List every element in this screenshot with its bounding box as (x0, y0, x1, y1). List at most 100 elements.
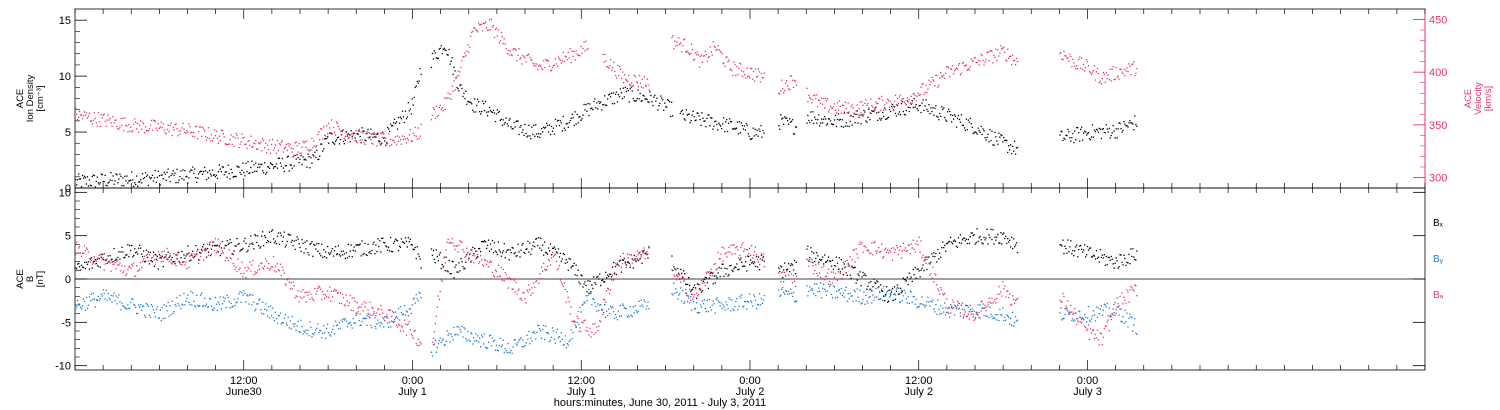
velocity-series-point (358, 128, 360, 130)
velocity-series-point (537, 69, 539, 71)
density-series-point (695, 119, 697, 121)
by-series-point (915, 298, 917, 300)
by-series-point (156, 306, 158, 308)
velocity-series-point (739, 62, 741, 64)
bx-series-point (616, 263, 619, 265)
bx-series-point (1004, 237, 1006, 240)
by-series-point (482, 336, 484, 338)
bz-series-point (388, 309, 390, 311)
bx-series-point (811, 251, 813, 253)
density-series-point (498, 110, 500, 113)
by-series-point (294, 323, 296, 325)
velocity-series-point (377, 132, 379, 134)
velocity-series-point (737, 73, 739, 76)
bx-series-point (1117, 267, 1119, 269)
bx-series-point (743, 265, 745, 267)
density-series-point (337, 136, 340, 138)
by-series-point (498, 344, 500, 347)
bx-series-point (754, 265, 757, 268)
velocity-series-point (671, 36, 673, 39)
density-series-point (947, 111, 949, 113)
bx-series-point (592, 287, 594, 290)
by-series-point (219, 296, 221, 298)
by-series-point (671, 293, 673, 295)
by-series-point (567, 344, 569, 346)
density-series-point (737, 133, 740, 135)
density-series-point (912, 106, 914, 109)
bz-series-point (1102, 336, 1104, 338)
density-series-point (821, 118, 823, 120)
velocity-series-point (372, 143, 374, 145)
bz-series-point (744, 248, 746, 250)
density-series-point (696, 112, 698, 114)
density-series-point (762, 129, 764, 132)
density-series-point (1086, 134, 1088, 136)
bx-series-point (599, 273, 601, 275)
b-tick-label: 0 (65, 274, 71, 286)
density-series-point (525, 132, 527, 135)
velocity-series-point (460, 66, 462, 69)
density-series-point (956, 117, 959, 120)
bx-series-point (1082, 251, 1084, 253)
velocity-series-point (703, 55, 705, 57)
bx-series-point (533, 241, 535, 243)
bx-series-point (221, 240, 223, 243)
bx-series-point (214, 244, 217, 247)
by-series-point (1064, 313, 1066, 316)
bz-series-point (954, 305, 957, 307)
by-series-point (741, 294, 743, 296)
bz-series-point (223, 247, 225, 249)
bz-series-point (385, 316, 387, 318)
bx-series-point (1094, 258, 1097, 260)
by-series-point (125, 307, 127, 309)
bx-series-point (784, 262, 786, 264)
by-series-point (1113, 312, 1115, 314)
bz-series-point (627, 257, 629, 259)
bz-series-point (79, 252, 82, 254)
density-series-point (868, 108, 870, 111)
velocity-series-point (696, 51, 699, 53)
bz-series-point (852, 249, 854, 251)
density-series-point (448, 48, 450, 51)
by-series-point (360, 324, 362, 326)
by-series-point (192, 292, 194, 294)
velocity-series-point (397, 140, 400, 142)
bz-series-point (119, 262, 121, 264)
by-series-point (239, 291, 241, 293)
density-series-point (395, 121, 398, 123)
velocity-series-point (1135, 72, 1137, 74)
density-series-point (900, 103, 903, 105)
bx-series-point (923, 269, 925, 272)
velocity-series-point (539, 64, 541, 66)
by-series-point (869, 296, 871, 298)
bx-series-point (740, 257, 742, 259)
density-series-point (389, 130, 391, 133)
density-series-point (521, 131, 523, 134)
density-series-point (1092, 136, 1095, 138)
density-series-point (304, 158, 306, 160)
bz-series-point (185, 261, 187, 263)
bz-series-point (128, 266, 130, 268)
velocity-series-point (368, 131, 370, 134)
bz-series-point (782, 271, 784, 273)
bz-series-point (453, 245, 455, 247)
bz-series-point (921, 256, 923, 259)
bz-series-point (327, 290, 329, 292)
by-series-point (137, 312, 139, 315)
bz-series-point (752, 257, 754, 259)
velocity-series-point (448, 97, 450, 99)
by-series-point (441, 339, 443, 341)
density-series-point (496, 109, 498, 111)
velocity-series-point (313, 140, 315, 142)
density-series-point (530, 138, 532, 140)
by-series-point (986, 315, 988, 317)
by-series-point (788, 290, 790, 293)
density-series-point (812, 111, 814, 113)
by-series-point (754, 299, 757, 301)
bz-series-point (992, 302, 994, 304)
bx-series-point (1112, 263, 1114, 265)
bz-series-point (969, 304, 971, 306)
bx-series-point (741, 261, 743, 263)
bz-series-point (836, 279, 839, 281)
by-series-point (971, 310, 973, 312)
